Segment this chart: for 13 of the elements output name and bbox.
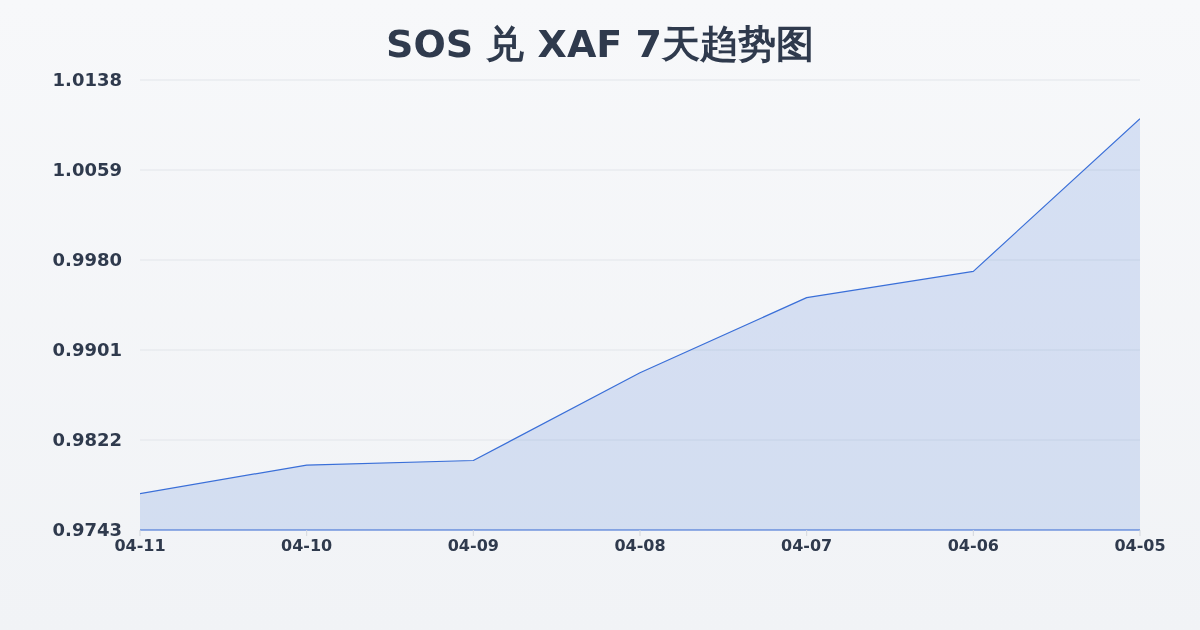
x-tick-label: 04-10 xyxy=(281,536,333,556)
x-tick-label: 04-11 xyxy=(114,536,166,556)
y-tick-label: 1.0138 xyxy=(52,69,122,91)
x-tick-label: 04-07 xyxy=(781,536,833,556)
x-tick-label: 04-06 xyxy=(947,536,999,556)
chart-title: SOS 兑 XAF 7天趋势图 xyxy=(385,21,815,68)
y-tick-label: 0.9980 xyxy=(52,249,122,271)
x-tick-label: 04-08 xyxy=(614,536,666,556)
y-tick-label: 1.0059 xyxy=(52,159,122,181)
x-tick-label: 04-09 xyxy=(447,536,499,556)
y-tick-label: 0.9822 xyxy=(52,429,122,451)
x-tick-label: 04-05 xyxy=(1114,536,1166,556)
y-tick-label: 0.9901 xyxy=(52,339,122,361)
